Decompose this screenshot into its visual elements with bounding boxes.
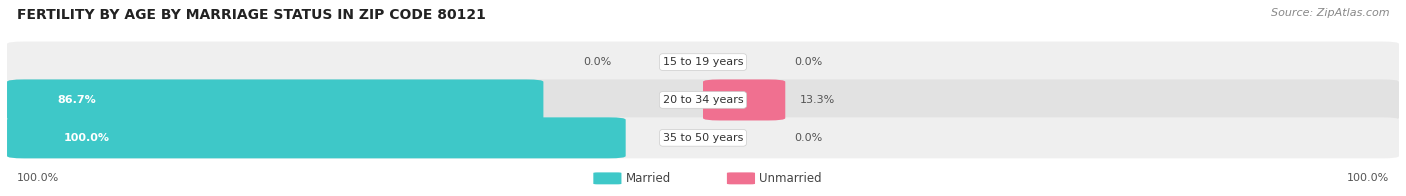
Text: 15 to 19 years: 15 to 19 years [662, 57, 744, 67]
Text: 0.0%: 0.0% [583, 57, 612, 67]
Text: 100.0%: 100.0% [63, 133, 110, 143]
Text: 0.0%: 0.0% [794, 57, 823, 67]
FancyBboxPatch shape [703, 79, 786, 121]
FancyBboxPatch shape [7, 117, 626, 158]
Text: 0.0%: 0.0% [794, 133, 823, 143]
Text: 86.7%: 86.7% [58, 95, 96, 105]
Text: Unmarried: Unmarried [759, 172, 823, 185]
FancyBboxPatch shape [7, 79, 543, 121]
FancyBboxPatch shape [727, 172, 755, 184]
FancyBboxPatch shape [7, 42, 1399, 83]
Text: 35 to 50 years: 35 to 50 years [662, 133, 744, 143]
Text: 20 to 34 years: 20 to 34 years [662, 95, 744, 105]
FancyBboxPatch shape [7, 117, 1399, 158]
Text: FERTILITY BY AGE BY MARRIAGE STATUS IN ZIP CODE 80121: FERTILITY BY AGE BY MARRIAGE STATUS IN Z… [17, 8, 485, 22]
Text: 100.0%: 100.0% [1347, 173, 1389, 183]
FancyBboxPatch shape [7, 79, 1399, 121]
Text: Married: Married [626, 172, 671, 185]
FancyBboxPatch shape [593, 172, 621, 184]
Text: 13.3%: 13.3% [800, 95, 835, 105]
Text: Source: ZipAtlas.com: Source: ZipAtlas.com [1271, 8, 1389, 18]
Text: 100.0%: 100.0% [17, 173, 59, 183]
